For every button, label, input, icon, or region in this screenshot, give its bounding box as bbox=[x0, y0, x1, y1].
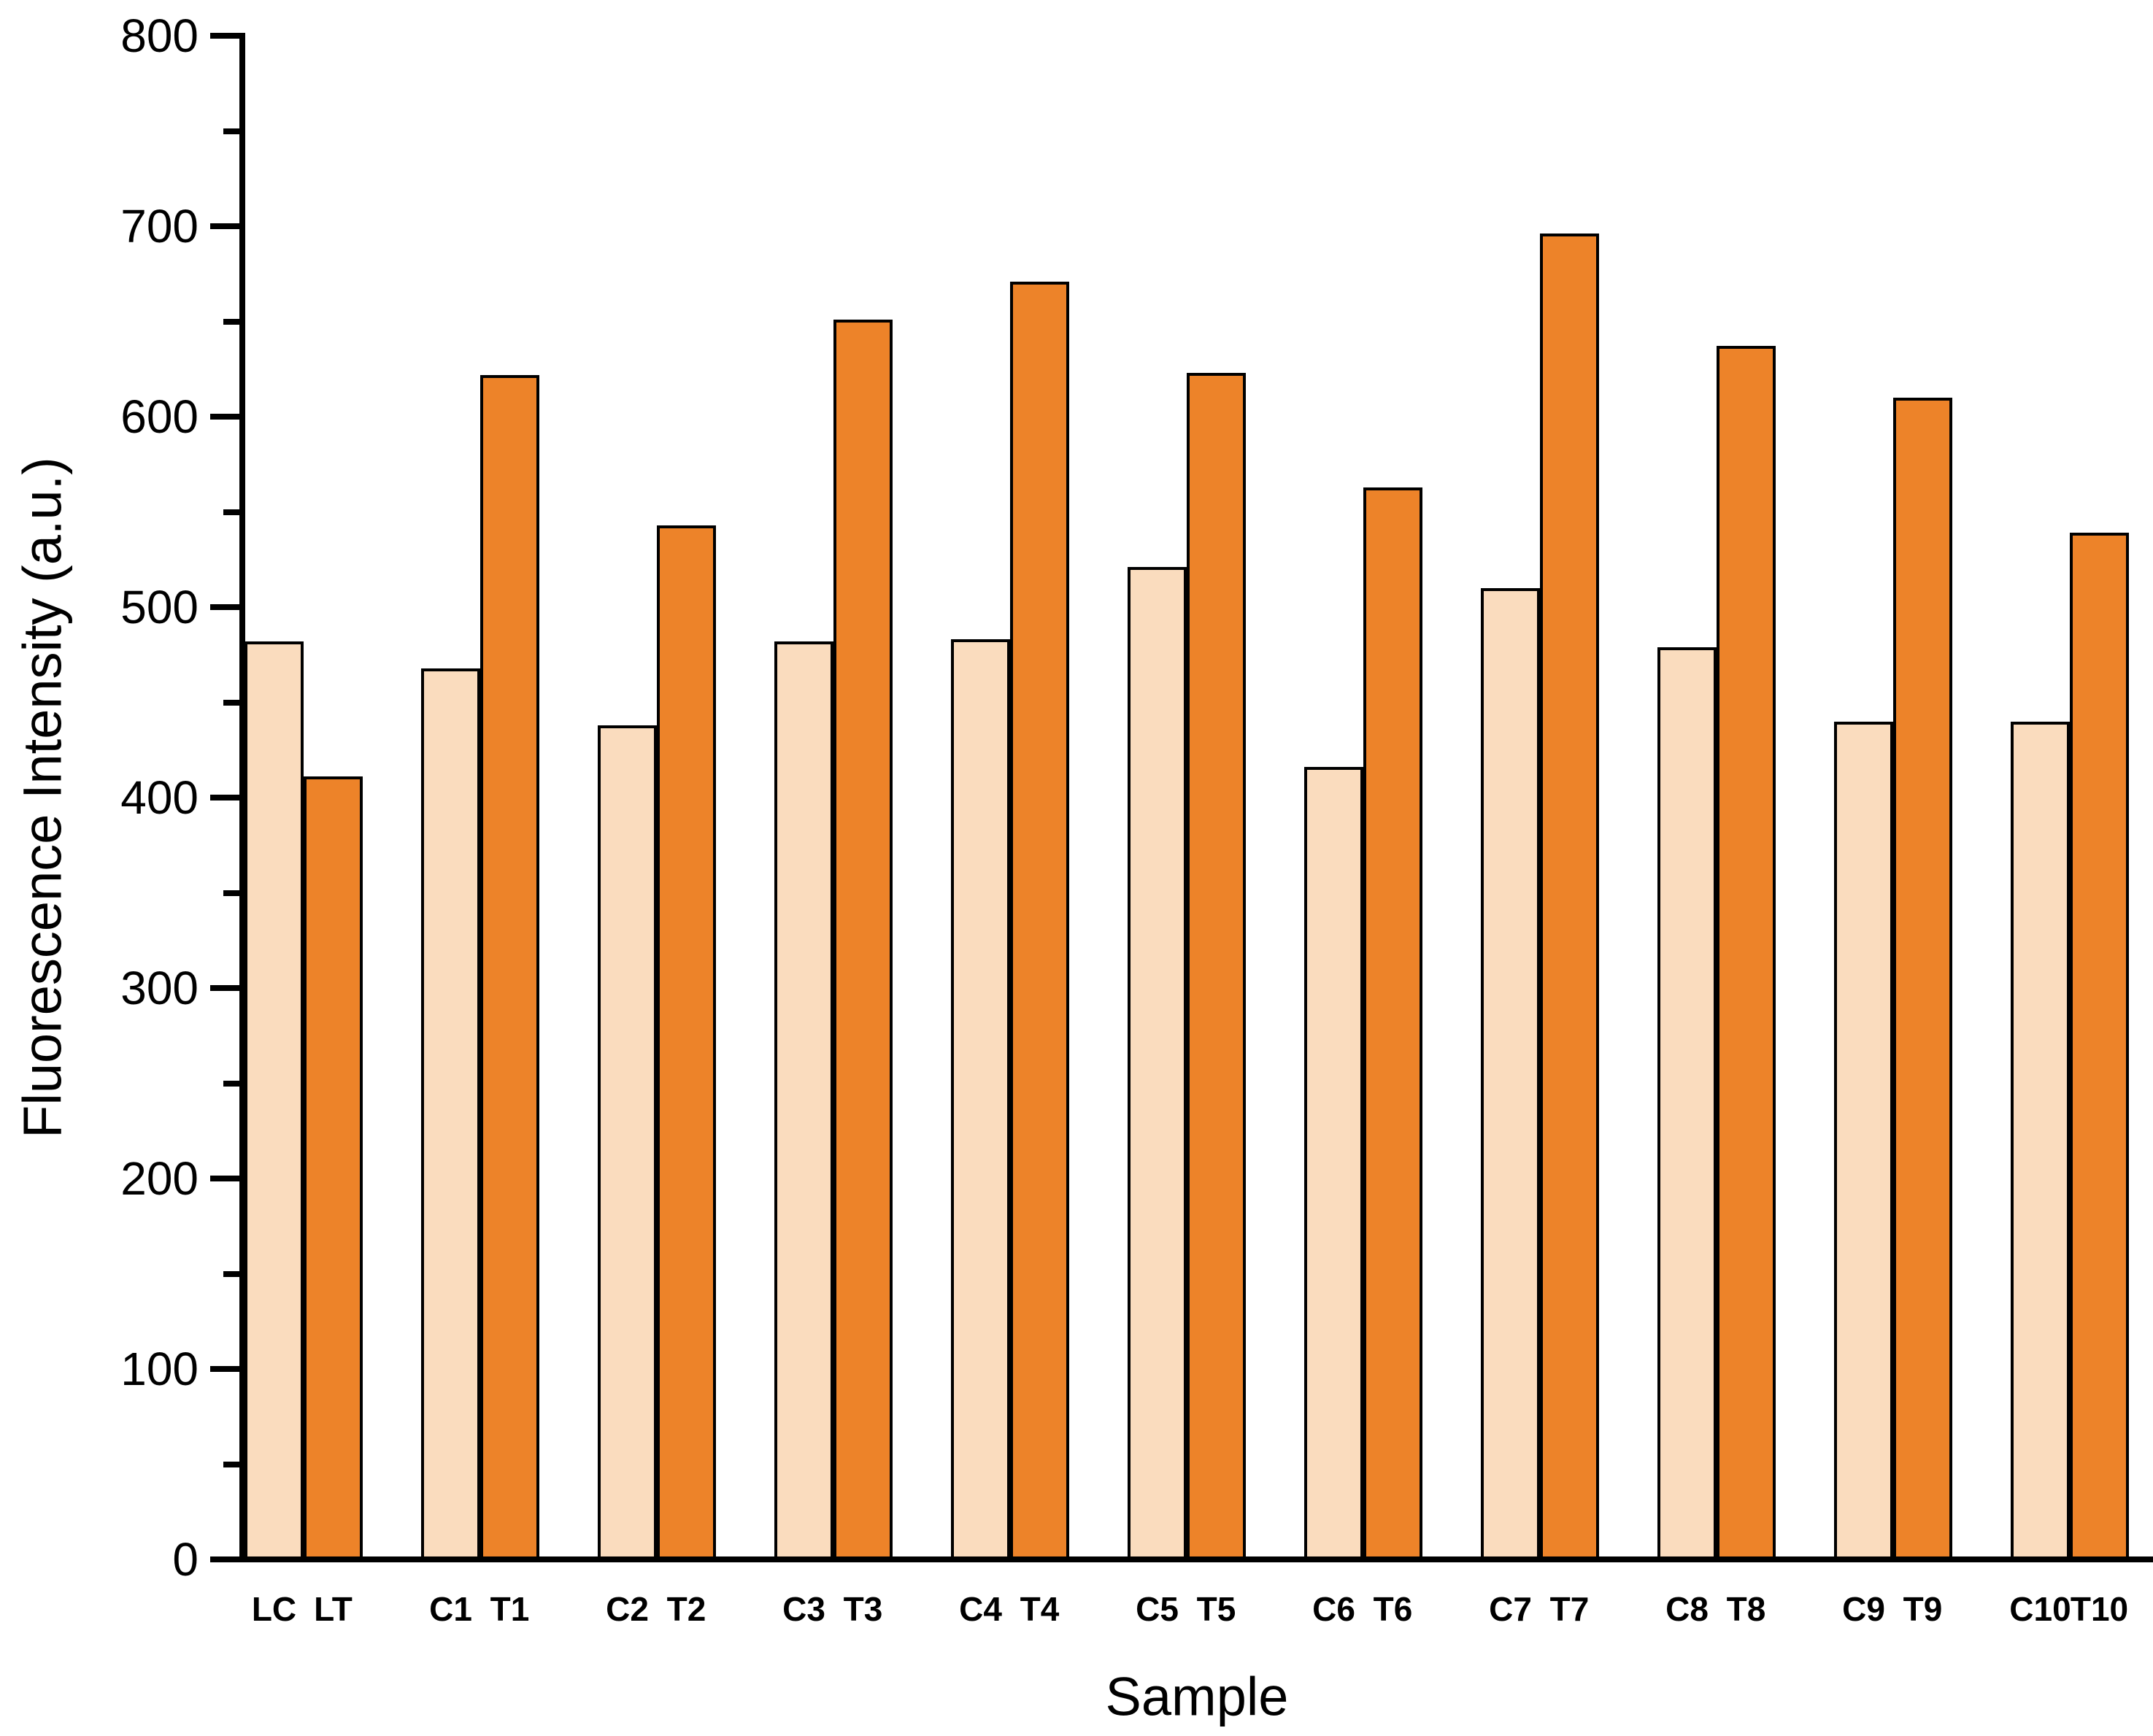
bar-T10 bbox=[2070, 533, 2129, 1559]
y-major-tick-600 bbox=[210, 414, 242, 420]
bar-C4 bbox=[951, 639, 1010, 1559]
x-label-T10: T10 bbox=[2070, 1590, 2129, 1628]
x-axis-line bbox=[239, 1556, 2153, 1562]
y-major-tick-100 bbox=[210, 1366, 242, 1372]
bar-T1 bbox=[480, 374, 539, 1559]
x-label-T8: T8 bbox=[1726, 1590, 1766, 1628]
y-tick-label-300: 300 bbox=[120, 962, 199, 1014]
y-major-tick-300 bbox=[210, 985, 242, 991]
bar-C5 bbox=[1128, 567, 1187, 1559]
y-tick-label-800: 800 bbox=[120, 9, 199, 62]
bar-C2 bbox=[598, 725, 657, 1559]
x-label-T1: T1 bbox=[490, 1590, 530, 1628]
y-tick-label-200: 200 bbox=[120, 1152, 199, 1205]
y-major-tick-500 bbox=[210, 604, 242, 610]
x-axis-title: Sample bbox=[1105, 1666, 1289, 1727]
bar-C10 bbox=[2011, 721, 2070, 1559]
x-label-C5: C5 bbox=[1136, 1590, 1179, 1628]
y-tick-label-0: 0 bbox=[172, 1533, 199, 1586]
x-label-C1: C1 bbox=[429, 1590, 472, 1628]
y-tick-label-600: 600 bbox=[120, 390, 199, 443]
y-tick-label-500: 500 bbox=[120, 581, 199, 633]
y-minor-tick-550 bbox=[223, 509, 242, 515]
bar-T8 bbox=[1717, 346, 1776, 1559]
y-major-tick-200 bbox=[210, 1176, 242, 1181]
x-label-T4: T4 bbox=[1020, 1590, 1060, 1628]
x-label-LT: LT bbox=[314, 1590, 353, 1628]
x-label-C6: C6 bbox=[1312, 1590, 1355, 1628]
x-label-T3: T3 bbox=[843, 1590, 883, 1628]
bar-LT bbox=[304, 776, 363, 1559]
bar-T2 bbox=[657, 525, 716, 1559]
y-axis-line bbox=[239, 33, 245, 1562]
y-axis-title: Fluorescence Intensity (a.u.) bbox=[12, 457, 73, 1138]
x-label-C3: C3 bbox=[782, 1590, 825, 1628]
bar-LC bbox=[244, 641, 304, 1559]
x-label-C4: C4 bbox=[959, 1590, 1002, 1628]
y-major-tick-700 bbox=[210, 223, 242, 229]
bar-C9 bbox=[1834, 721, 1893, 1559]
x-label-T9: T9 bbox=[1903, 1590, 1943, 1628]
x-label-C10: C10 bbox=[2009, 1590, 2071, 1628]
x-label-T6: T6 bbox=[1373, 1590, 1413, 1628]
bar-C6 bbox=[1304, 767, 1363, 1559]
bar-T5 bbox=[1187, 372, 1246, 1559]
bar-C8 bbox=[1657, 647, 1717, 1559]
bar-T7 bbox=[1540, 234, 1599, 1559]
bar-T3 bbox=[833, 319, 893, 1559]
x-label-C9: C9 bbox=[1842, 1590, 1885, 1628]
bar-T4 bbox=[1010, 281, 1069, 1559]
y-tick-label-400: 400 bbox=[120, 771, 199, 824]
y-minor-tick-450 bbox=[223, 699, 242, 706]
y-major-tick-400 bbox=[210, 795, 242, 801]
x-label-T2: T2 bbox=[666, 1590, 706, 1628]
y-tick-label-700: 700 bbox=[120, 200, 199, 252]
y-minor-tick-350 bbox=[223, 890, 242, 896]
bar-C7 bbox=[1481, 587, 1540, 1559]
y-major-tick-800 bbox=[210, 33, 242, 39]
x-label-C7: C7 bbox=[1489, 1590, 1532, 1628]
bar-T6 bbox=[1363, 487, 1422, 1559]
x-label-LC: LC bbox=[251, 1590, 297, 1628]
y-minor-tick-50 bbox=[223, 1461, 242, 1467]
y-minor-tick-250 bbox=[223, 1080, 242, 1087]
x-label-C2: C2 bbox=[606, 1590, 649, 1628]
x-label-C8: C8 bbox=[1665, 1590, 1709, 1628]
y-minor-tick-750 bbox=[223, 128, 242, 134]
x-label-T7: T7 bbox=[1549, 1590, 1590, 1628]
x-label-T5: T5 bbox=[1196, 1590, 1236, 1628]
y-minor-tick-150 bbox=[223, 1270, 242, 1277]
y-minor-tick-650 bbox=[223, 318, 242, 325]
bar-C1 bbox=[421, 668, 480, 1559]
bar-T9 bbox=[1893, 397, 1952, 1559]
y-tick-label-100: 100 bbox=[120, 1343, 199, 1395]
bar-C3 bbox=[774, 641, 833, 1559]
y-major-tick-0 bbox=[210, 1556, 242, 1562]
